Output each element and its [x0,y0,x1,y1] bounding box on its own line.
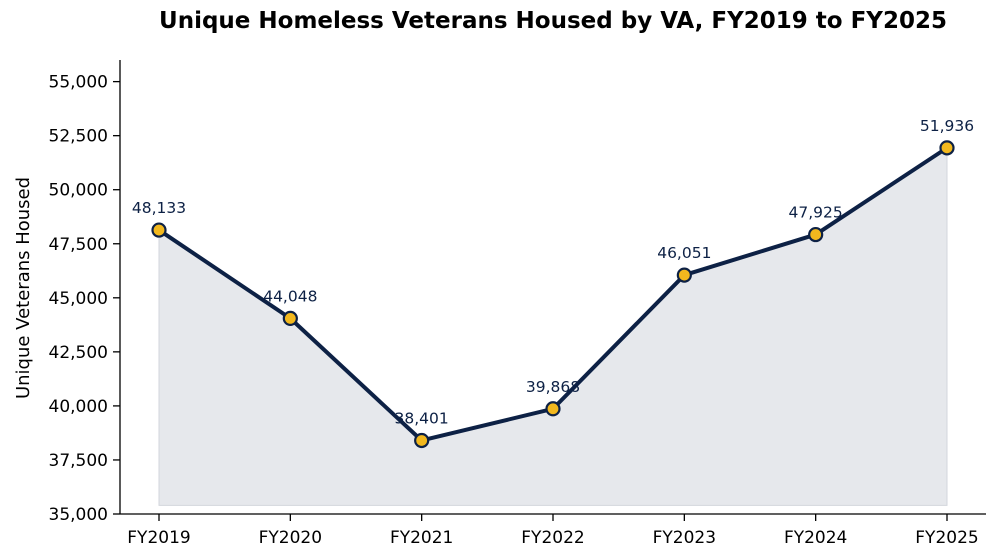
data-point [282,310,298,326]
y-axis-label: Unique Veterans Housed [13,177,34,399]
data-point [939,140,955,156]
x-tick-label: FY2022 [521,528,584,548]
data-point [414,432,430,449]
x-tick-label: FY2021 [390,528,453,548]
x-tick-label: FY2023 [653,528,716,548]
y-tick-label: 42,500 [49,343,108,363]
data-label: 51,936 [920,117,974,135]
y-tick-label: 45,000 [49,289,108,309]
data-point [151,222,167,238]
data-point [545,401,561,417]
x-tick-label: FY2020 [259,528,322,548]
data-label: 46,051 [657,244,711,262]
y-tick-label: 47,500 [49,235,108,255]
data-point [808,226,824,243]
data-label: 47,925 [789,204,843,222]
y-tick-label: 35,000 [49,505,108,525]
x-tick-label: FY2024 [784,528,847,548]
x-tick-label: FY2025 [915,528,978,548]
data-label: 39,868 [526,378,580,396]
area-fill [158,146,948,506]
data-point [676,267,692,283]
y-tick-label: 37,500 [49,451,108,471]
y-tick-label: 40,000 [49,397,108,417]
y-tick-label: 50,000 [49,181,108,201]
data-label: 44,048 [263,287,317,305]
y-tick-label: 52,500 [49,127,108,147]
data-label: 38,401 [395,409,449,427]
chart-title: Unique Homeless Veterans Housed by VA, F… [159,8,947,34]
y-tick-label: 55,000 [49,73,108,93]
data-label: 48,133 [132,199,186,217]
x-tick-label: FY2019 [127,528,190,548]
